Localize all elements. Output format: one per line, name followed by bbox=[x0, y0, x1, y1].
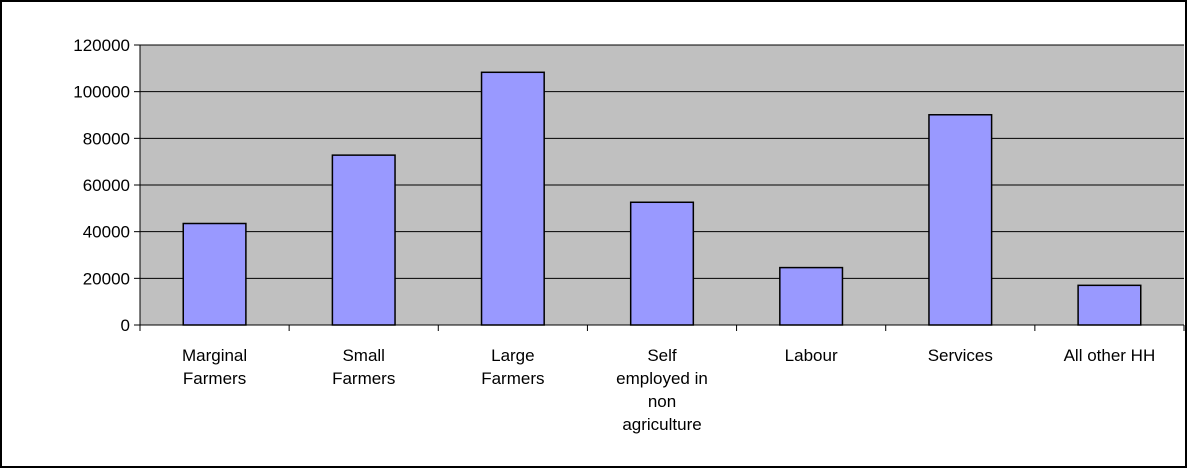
y-tick-label: 40000 bbox=[83, 223, 130, 242]
y-tick-label: 120000 bbox=[73, 36, 130, 55]
x-tick-label: All other HH bbox=[1064, 346, 1156, 365]
x-tick-label: Small Farmers bbox=[332, 346, 395, 388]
x-tick-label: Labour bbox=[785, 346, 838, 365]
x-tick-label-line: Labour bbox=[785, 346, 838, 365]
x-tick-label: Large Farmers bbox=[481, 346, 544, 388]
x-tick-label: Services bbox=[928, 346, 993, 365]
x-tick-label: Marginal Farmers bbox=[182, 346, 247, 388]
y-tick-label: 80000 bbox=[83, 129, 130, 148]
y-tick-label: 20000 bbox=[83, 269, 130, 288]
y-tick-label: 60000 bbox=[83, 176, 130, 195]
x-tick-label-line: Services bbox=[928, 346, 993, 365]
x-tick-label-line: Farmers bbox=[332, 369, 395, 388]
x-tick-label-line: All other HH bbox=[1064, 346, 1156, 365]
x-tick-label-line: Large bbox=[491, 346, 534, 365]
y-tick-label: 100000 bbox=[73, 83, 130, 102]
bar-2 bbox=[331, 154, 396, 326]
bar-1 bbox=[182, 222, 247, 326]
bar-4 bbox=[629, 201, 695, 326]
y-tick-labels: 0 20000 40000 60000 80000 100000 120000 bbox=[73, 36, 130, 335]
bar-7 bbox=[1077, 284, 1142, 326]
x-tick-label-line: non bbox=[648, 392, 676, 411]
x-tick-label: Self employed in non agriculture bbox=[616, 346, 708, 434]
bars bbox=[182, 71, 1142, 326]
x-tick-label-line: Self bbox=[647, 346, 677, 365]
x-tick-label-line: Small bbox=[342, 346, 385, 365]
x-tick-label-line: agriculture bbox=[622, 415, 701, 434]
x-tick-label-line: Farmers bbox=[481, 369, 544, 388]
x-tick-label-line: Marginal bbox=[182, 346, 247, 365]
x-tick-label-line: Farmers bbox=[183, 369, 246, 388]
y-tick-label: 0 bbox=[121, 316, 130, 335]
x-tick-label-line: employed in bbox=[616, 369, 708, 388]
bar-3 bbox=[480, 71, 545, 326]
axes bbox=[134, 44, 1185, 331]
bar-5 bbox=[779, 266, 844, 326]
bar-6 bbox=[928, 114, 993, 326]
